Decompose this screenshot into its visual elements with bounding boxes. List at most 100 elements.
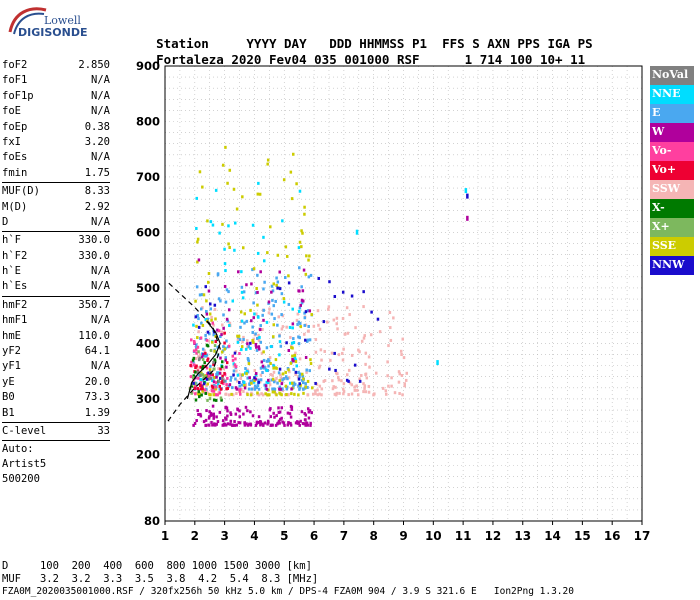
echo-point (266, 162, 269, 166)
echo-point (228, 245, 231, 249)
echo-point (290, 392, 293, 396)
echo-point (353, 388, 357, 392)
distance-v7: 3000 (254, 560, 281, 572)
echo-point (232, 187, 236, 191)
echo-point (209, 370, 212, 374)
echo-point (238, 372, 241, 376)
echo-point (317, 276, 320, 280)
echo-point (190, 360, 193, 364)
echo-point (270, 290, 273, 294)
distance-v0: 100 (39, 560, 59, 572)
echo-point (297, 393, 300, 397)
echo-point (289, 381, 292, 385)
echo-point (320, 393, 323, 397)
echo-point (238, 389, 241, 393)
echo-point (233, 420, 236, 424)
echo-point (204, 391, 208, 395)
echo-point (209, 302, 212, 306)
echo-point (216, 420, 220, 424)
echo-point (226, 409, 229, 413)
y-tick-label: 900 (136, 59, 160, 73)
echo-point (266, 419, 270, 423)
echo-point (275, 276, 278, 280)
echo-point (278, 387, 281, 391)
echo-point (305, 421, 308, 425)
echo-point (240, 383, 244, 387)
logo-digisonde: DIGISONDE (18, 26, 88, 39)
echo-point (189, 375, 193, 379)
hdr-ffs: FFS (442, 36, 465, 51)
echo-point (200, 355, 204, 359)
echo-point (230, 392, 233, 396)
echo-point (308, 369, 311, 373)
echo-point (234, 412, 238, 416)
echo-point (298, 289, 301, 293)
echo-point (231, 299, 235, 303)
echo-point (205, 312, 209, 316)
echo-point (211, 404, 215, 408)
echo-point (236, 407, 239, 411)
hdr-ddd: DDD (329, 36, 352, 51)
echo-point (293, 392, 296, 396)
echo-point (292, 337, 295, 341)
param-name: C-level (2, 424, 47, 437)
echo-point (342, 347, 345, 351)
echo-point (216, 371, 219, 375)
echo-point (294, 358, 298, 362)
distance-v2: 400 (103, 560, 123, 572)
echo-point (267, 359, 271, 363)
param-row: yF1 N/A (2, 359, 110, 374)
legend-item-vo-: Vo+ (650, 161, 694, 180)
echo-point (239, 310, 243, 314)
echo-point (306, 423, 309, 427)
echo-point (244, 367, 247, 371)
echo-point (225, 387, 228, 391)
echo-point (216, 382, 220, 386)
echo-point (256, 384, 260, 388)
echo-point (249, 341, 252, 345)
echo-point (267, 381, 270, 385)
echo-point (222, 367, 226, 371)
echo-point (293, 382, 297, 386)
echo-point (331, 387, 335, 391)
x-tick-label: 3 (220, 529, 228, 543)
echo-point (256, 192, 260, 196)
echo-point (257, 181, 260, 185)
echo-point (211, 223, 215, 227)
echo-point (272, 335, 275, 339)
echo-point (238, 415, 241, 419)
x-tick-label: 11 (455, 529, 472, 543)
echo-point (403, 382, 406, 388)
echo-point (201, 389, 204, 393)
hdr-iga-val: 10+ (539, 52, 563, 67)
param-row: yE 20.0 (2, 375, 110, 390)
echo-point (261, 393, 265, 397)
echo-point (222, 419, 225, 423)
echo-point (273, 387, 277, 391)
echo-point (262, 235, 265, 239)
echo-point (234, 377, 237, 381)
echo-point (249, 393, 253, 397)
echo-point (217, 297, 221, 301)
echo-point (196, 240, 199, 244)
echo-point (381, 386, 385, 390)
echo-point (251, 339, 254, 343)
hdr-yyyy: YYYY (246, 36, 277, 51)
echo-point (466, 215, 469, 221)
echo-point (213, 303, 217, 307)
hdr-station-val: Fortaleza (156, 52, 224, 67)
echo-point (257, 387, 261, 391)
echo-point (197, 373, 201, 377)
echo-point (280, 416, 283, 420)
echo-point (300, 229, 303, 233)
echo-point (194, 357, 198, 361)
echo-point (200, 378, 204, 382)
muf-v4: 3.8 (166, 573, 186, 585)
x-tick-label: 5 (280, 529, 288, 543)
echo-point (206, 382, 209, 386)
echo-point (333, 392, 337, 396)
echo-point (238, 381, 241, 385)
echo-point (297, 384, 300, 388)
hdr-hhmmss: HHMMSS (359, 36, 405, 51)
echo-point (220, 330, 224, 334)
